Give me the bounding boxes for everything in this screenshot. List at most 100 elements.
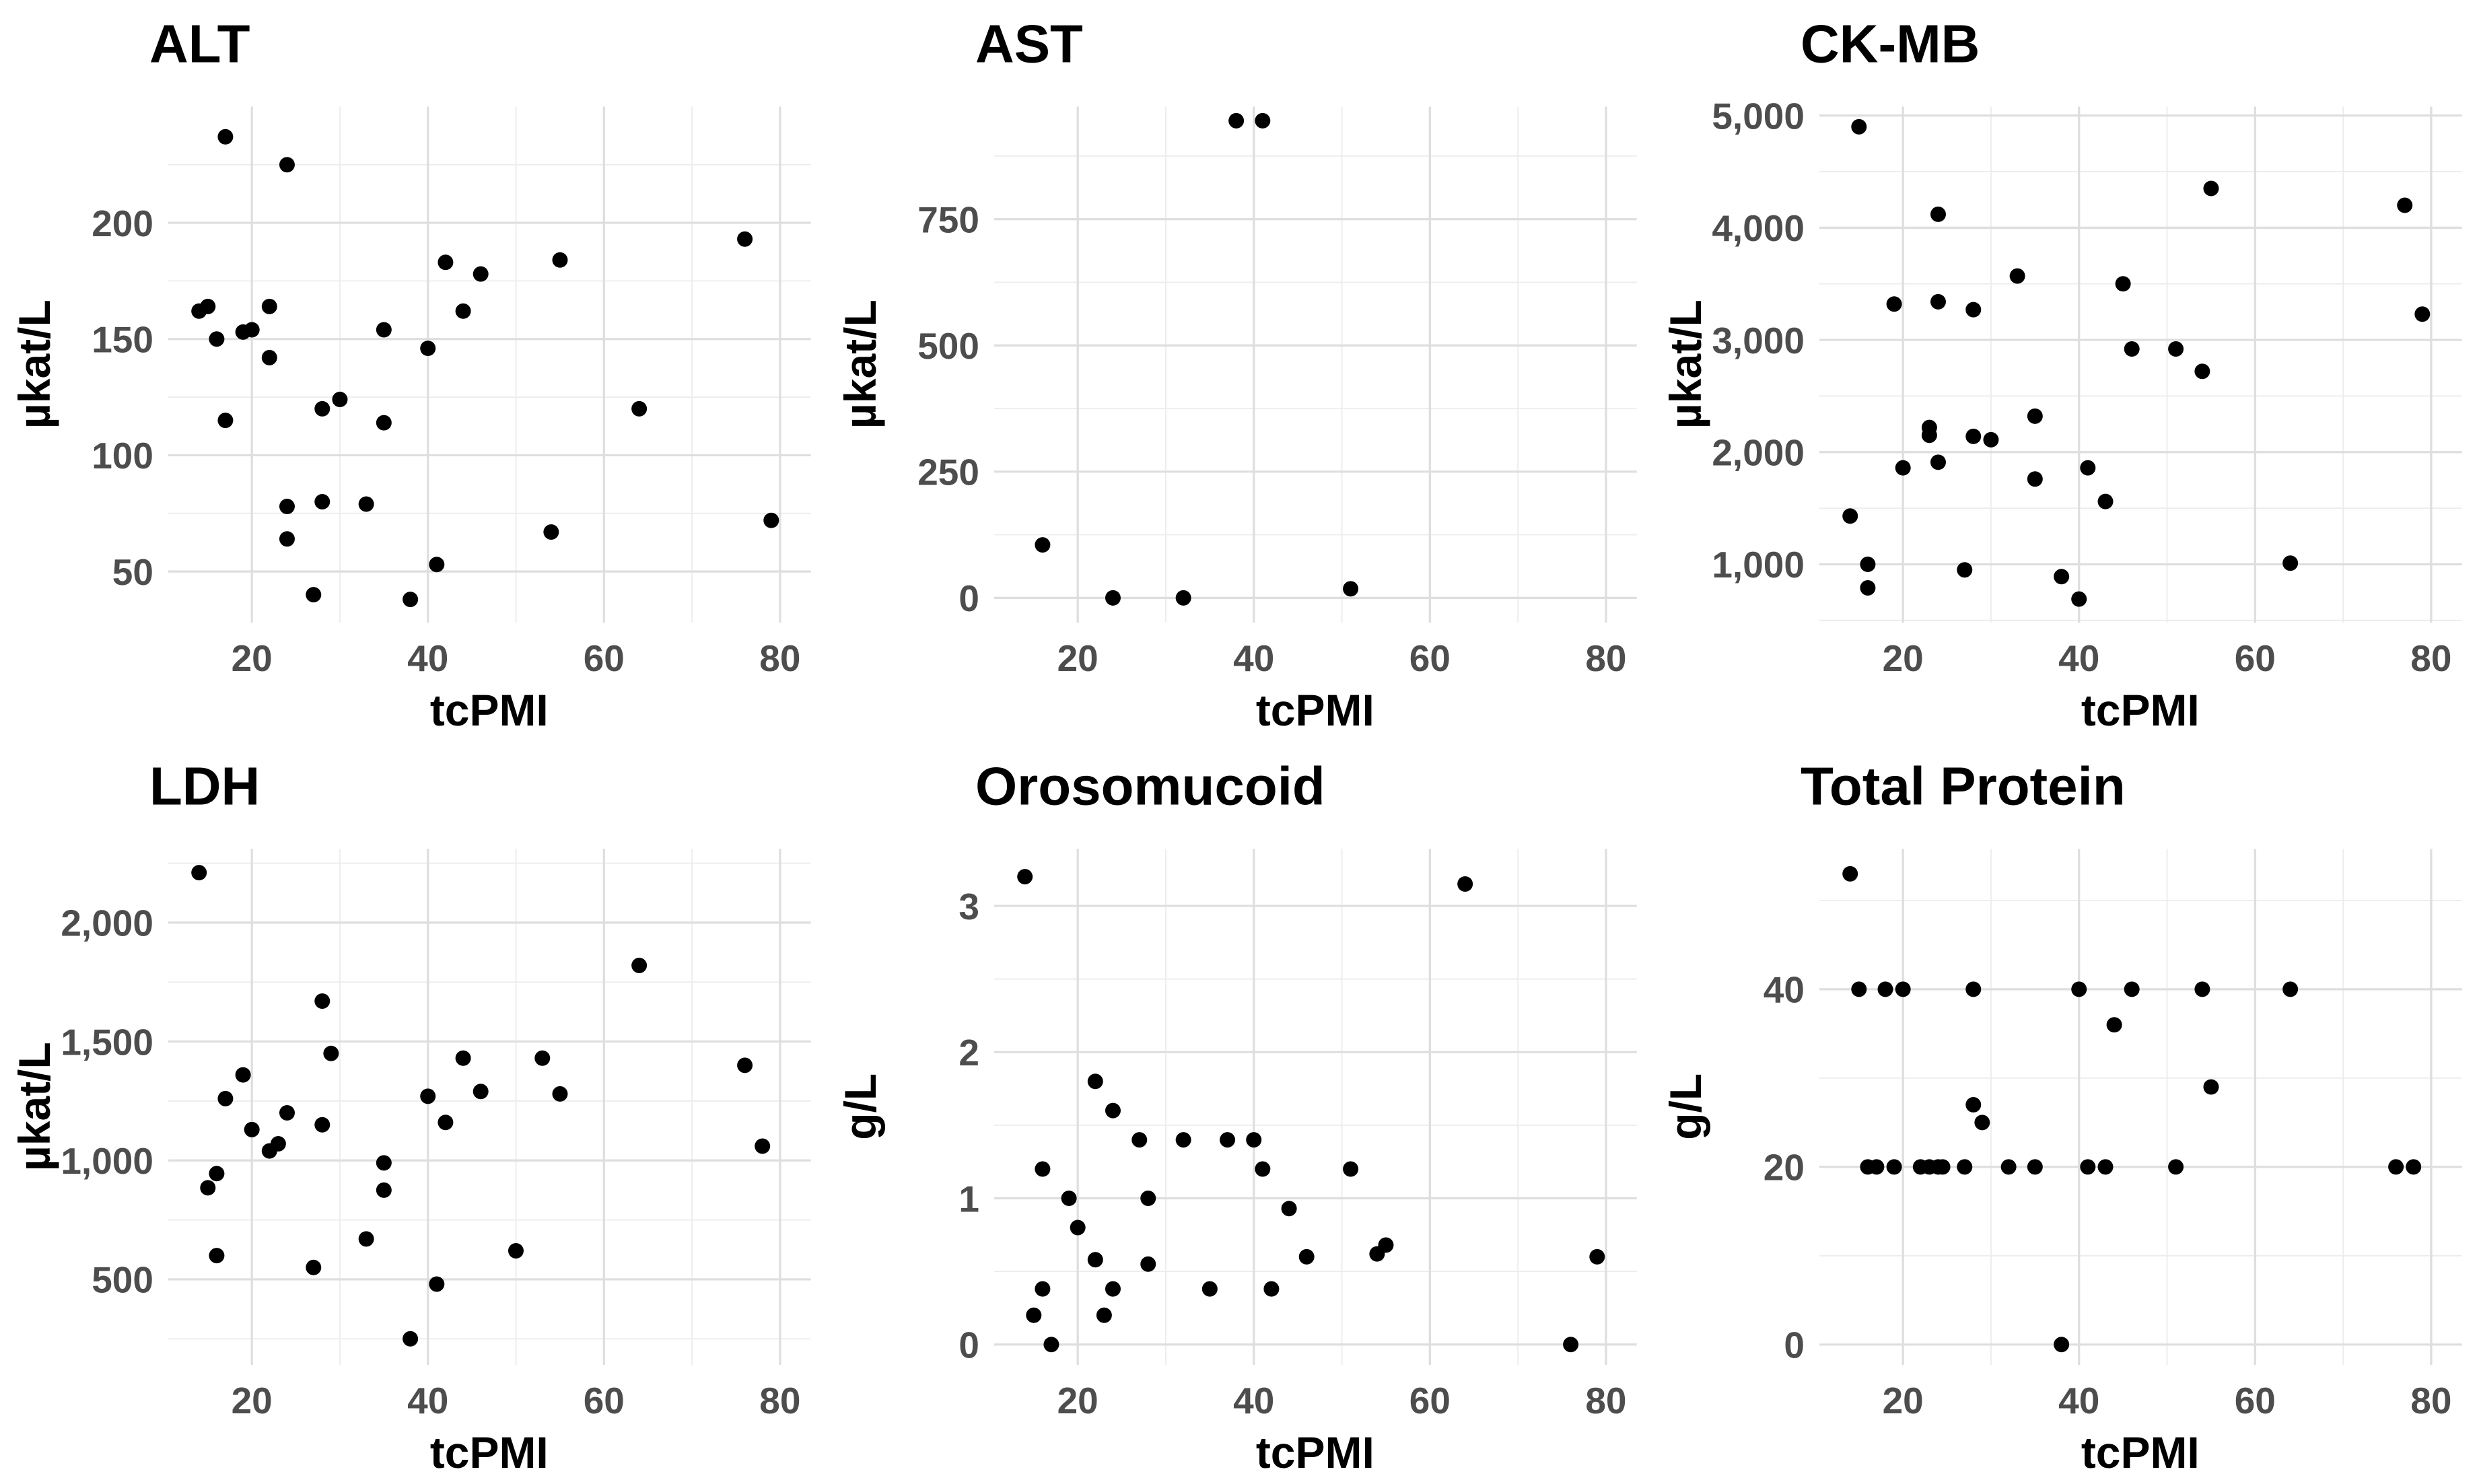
y-tick-label: 3 (958, 885, 979, 927)
data-point (2000, 1158, 2017, 1174)
data-point (1930, 454, 1947, 470)
data-point (314, 993, 330, 1009)
panel-ck-mb: 1,000 2,000 3,000 4,000 5,000 20 40 60 80 CK-MB … (1651, 0, 2477, 742)
ast-chart: 0 250 500 750 20 40 60 80 AST µkat/L tcPMI (835, 13, 1637, 735)
data-point (1922, 427, 1938, 444)
x-tick-label: 80 (1585, 637, 1626, 679)
data-point (508, 1242, 524, 1259)
y-tick-label: 20 (1764, 1146, 1805, 1188)
data-point (455, 1050, 471, 1066)
data-point (473, 266, 489, 282)
y-tick-label: 750 (917, 199, 979, 240)
x-tick-label: 40 (1233, 637, 1274, 679)
data-point (631, 400, 648, 417)
y-tick-label: 500 (92, 1259, 153, 1300)
data-point (2388, 1158, 2404, 1174)
data-point (552, 252, 568, 268)
data-point (2168, 341, 2184, 357)
data-point (2009, 268, 2025, 284)
y-tick-label: 3,000 (1712, 320, 1805, 361)
data-point (2282, 981, 2299, 997)
data-point (314, 1117, 330, 1133)
data-point (2282, 555, 2299, 571)
data-point (1930, 206, 1947, 222)
data-point (420, 1088, 436, 1104)
y-tick-label: 200 (92, 203, 153, 244)
data-point (2203, 180, 2219, 197)
data-point (209, 1247, 225, 1263)
data-point (403, 1331, 419, 1347)
x-tick-label: 60 (584, 1380, 625, 1421)
y-tick-label: 5,000 (1712, 95, 1805, 137)
data-point (2027, 408, 2044, 424)
y-axis-label: g/L (1661, 1073, 1710, 1139)
data-point (2124, 341, 2140, 357)
data-point (1043, 1336, 1059, 1352)
data-point (217, 413, 234, 429)
x-tick-label: 80 (2411, 637, 2452, 679)
data-point (2124, 981, 2140, 997)
data-point (200, 1179, 216, 1195)
y-tick-label: 1,500 (61, 1021, 153, 1063)
data-point (1105, 1281, 1121, 1297)
plot-area: 500 1,000 1,500 2,000 20 40 60 80 (61, 848, 811, 1421)
data-point (279, 498, 295, 514)
data-point (1589, 1248, 1605, 1265)
data-point (1201, 1281, 1218, 1297)
data-point (217, 129, 234, 145)
data-point (1562, 1336, 1578, 1352)
y-tick-label: 4,000 (1712, 207, 1805, 249)
y-tick-label: 100 (92, 435, 153, 476)
data-point (261, 298, 277, 314)
x-tick-label: 40 (1233, 1380, 1274, 1421)
data-point (1035, 1281, 1051, 1297)
y-tick-label: 0 (958, 1324, 979, 1366)
panel-title: Total Protein (1801, 756, 2126, 816)
data-point (1869, 1158, 1885, 1174)
data-point (1369, 1246, 1385, 1262)
data-point (1254, 1161, 1270, 1177)
data-point (737, 231, 753, 247)
y-tick-label: 2 (958, 1032, 979, 1073)
data-point (209, 331, 225, 347)
x-tick-label: 40 (2058, 1380, 2099, 1421)
data-point (306, 587, 322, 603)
data-point (1087, 1251, 1103, 1267)
data-point (763, 512, 779, 528)
data-point (314, 400, 330, 417)
data-point (279, 1104, 295, 1121)
x-tick-label: 80 (2411, 1380, 2452, 1421)
data-point (1957, 1158, 1973, 1174)
data-point (235, 324, 251, 340)
x-tick-label: 60 (1409, 637, 1450, 679)
x-tick-label: 60 (1409, 1380, 1450, 1421)
data-point (1087, 1073, 1103, 1089)
data-point (209, 1165, 225, 1181)
data-point (1263, 1281, 1280, 1297)
y-tick-label: 250 (917, 452, 979, 493)
x-tick-label: 40 (2058, 637, 2099, 679)
x-tick-label: 40 (407, 1380, 448, 1421)
y-tick-label: 2,000 (1712, 432, 1805, 474)
panel-orosomucoid: 0 1 2 3 20 40 60 80 Orosomucoid g/L tcPMI (826, 742, 1652, 1484)
data-point (191, 864, 207, 880)
panel-total-protein: 0 20 40 20 40 60 80 Total Protein g/L tcPMI (1651, 742, 2477, 1484)
y-tick-label: 0 (1784, 1324, 1805, 1366)
plot-area: 50 100 150 200 20 40 60 80 (92, 106, 811, 679)
data-point (1342, 581, 1358, 597)
data-point (1096, 1307, 1112, 1323)
x-axis-label: tcPMI (2081, 1427, 2200, 1477)
data-point (332, 392, 348, 408)
panel-title: Orosomucoid (975, 756, 1325, 816)
data-point (455, 303, 471, 319)
data-point (473, 1083, 489, 1099)
data-point (1105, 590, 1121, 606)
data-point (429, 1275, 445, 1292)
data-point (2414, 306, 2431, 322)
y-tick-label: 1,000 (1712, 544, 1805, 586)
data-point (2097, 1158, 2114, 1174)
data-point (2168, 1158, 2184, 1174)
data-point (1930, 293, 1947, 310)
data-point (376, 1182, 392, 1198)
data-point (1105, 1102, 1121, 1119)
